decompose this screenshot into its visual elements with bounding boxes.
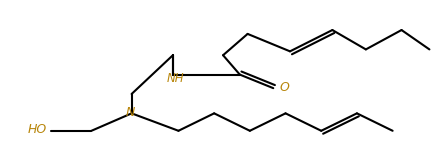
Text: HO: HO [27,123,47,136]
Text: O: O [279,81,289,94]
Text: N: N [125,106,135,119]
Text: NH: NH [166,72,184,85]
